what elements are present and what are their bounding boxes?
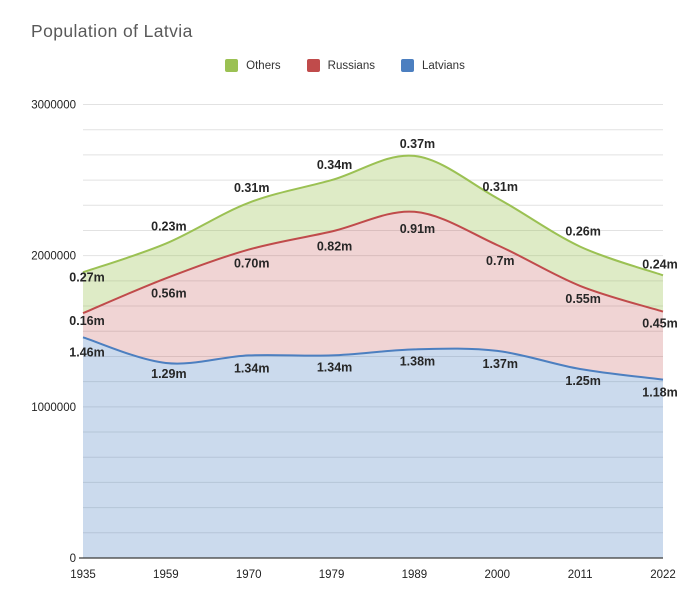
svg-text:0.31m: 0.31m	[483, 180, 518, 194]
svg-text:3000000: 3000000	[31, 100, 76, 112]
svg-text:0.70m: 0.70m	[234, 257, 269, 271]
others-swatch-icon	[225, 59, 239, 72]
svg-text:1989: 1989	[402, 569, 428, 581]
svg-text:2000: 2000	[484, 569, 510, 581]
svg-text:2022: 2022	[650, 569, 676, 581]
svg-text:2000000: 2000000	[31, 251, 76, 263]
svg-text:1959: 1959	[153, 569, 179, 581]
svg-text:0.23m: 0.23m	[151, 220, 186, 234]
svg-text:1979: 1979	[319, 569, 345, 581]
svg-text:0.24m: 0.24m	[642, 257, 677, 271]
legend: Others Russians Latvians	[0, 59, 690, 72]
svg-text:1935: 1935	[70, 569, 96, 581]
svg-text:0.55m: 0.55m	[565, 292, 600, 306]
svg-text:0.7m: 0.7m	[486, 254, 515, 268]
svg-text:1970: 1970	[236, 569, 262, 581]
svg-text:0.16m: 0.16m	[69, 314, 104, 328]
svg-text:0: 0	[70, 553, 76, 565]
svg-text:0.45m: 0.45m	[642, 317, 677, 331]
legend-label-latvians: Latvians	[421, 59, 465, 72]
legend-item-russians: Russians	[306, 59, 375, 72]
latvians-swatch-icon	[400, 59, 414, 72]
svg-text:1.29m: 1.29m	[151, 367, 186, 381]
legend-item-others: Others	[225, 59, 281, 72]
svg-text:1.38m: 1.38m	[400, 354, 435, 368]
svg-text:1000000: 1000000	[31, 402, 76, 414]
svg-text:2011: 2011	[568, 569, 593, 581]
svg-text:1.46m: 1.46m	[69, 345, 104, 359]
svg-text:1.37m: 1.37m	[483, 357, 518, 371]
svg-text:0.91m: 0.91m	[400, 222, 435, 236]
svg-text:1.18m: 1.18m	[642, 386, 677, 400]
russians-swatch-icon	[306, 59, 320, 72]
svg-text:0.34m: 0.34m	[317, 158, 352, 172]
svg-text:0.31m: 0.31m	[234, 181, 269, 195]
legend-item-latvians: Latvians	[400, 59, 465, 72]
svg-text:1.34m: 1.34m	[234, 361, 269, 375]
svg-text:0.27m: 0.27m	[69, 270, 104, 284]
svg-text:1.25m: 1.25m	[565, 374, 600, 388]
chart-title: Population of Latvia	[31, 21, 193, 41]
svg-text:0.56m: 0.56m	[151, 286, 186, 300]
legend-label-others: Others	[246, 59, 281, 72]
svg-text:1.34m: 1.34m	[317, 360, 352, 374]
legend-label-russians: Russians	[327, 59, 375, 72]
svg-text:0.26m: 0.26m	[565, 225, 600, 239]
svg-text:0.82m: 0.82m	[317, 239, 352, 253]
svg-text:0.37m: 0.37m	[400, 137, 435, 151]
